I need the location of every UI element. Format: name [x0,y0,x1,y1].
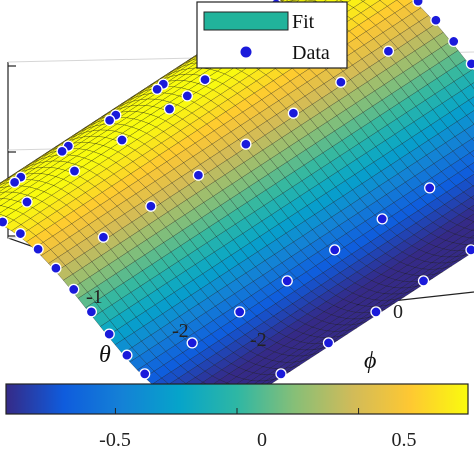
data-point [68,283,80,296]
data-point [199,73,211,86]
surface-patch [469,235,474,239]
data-point [116,134,128,146]
surface-patch [470,195,474,200]
phi-tick-label: 0 [393,301,403,323]
colorbar-tick-label: -0.5 [99,429,131,451]
data-point [50,262,62,274]
data-point [121,349,133,361]
colorbar-tick-label: 0 [257,429,267,451]
legend-data-label: Data [292,42,330,64]
axis-tick-marks [8,65,16,237]
data-point [465,58,474,70]
surface-patch [469,150,474,158]
data-point [85,306,98,318]
data-point [192,169,205,181]
data-point [335,76,347,88]
data-point [412,0,424,7]
data-point [139,368,151,380]
legend-fit-label: Fit [292,11,315,33]
data-point [103,328,115,340]
data-point [448,35,460,48]
phi-tick-label: -2 [250,329,267,351]
data-point [329,244,341,256]
legend: Fit Data [196,1,348,69]
data-point [0,216,9,228]
legend-data-marker [240,46,252,58]
data-point [382,45,395,57]
theta-tick-label: -1 [86,286,103,308]
data-point [56,145,68,157]
data-point [370,306,382,318]
surface-patch [470,82,474,90]
colorbar: -0.5 0 0.5 [5,383,469,451]
data-point [424,182,436,194]
data-point [281,275,293,287]
data-point [240,138,252,150]
legend-fit-swatch [203,11,289,31]
data-point [376,213,388,225]
data-point [145,200,157,212]
data-point [181,90,193,102]
data-point [151,83,163,95]
surface-patch [360,0,366,2]
theta-tick-label: -2 [172,320,189,342]
data-point [186,337,198,349]
phi-axis-label: ϕ [364,348,376,374]
data-point [21,196,33,208]
surface-patch [471,137,474,142]
data-point [417,275,430,287]
data-point [287,107,300,119]
data-point [430,14,442,26]
data-point [465,244,474,256]
data-point [8,176,21,188]
data-point [234,306,246,318]
data-point [68,165,81,177]
data-point [32,243,44,255]
data-point [322,337,335,349]
data-point [275,368,287,380]
data-point [103,114,116,126]
theta-axis-label: θ [99,342,111,368]
colorbar-tick-label: 0.5 [392,429,417,451]
data-point [163,103,176,115]
data-point [97,231,110,243]
data-point [14,227,27,240]
